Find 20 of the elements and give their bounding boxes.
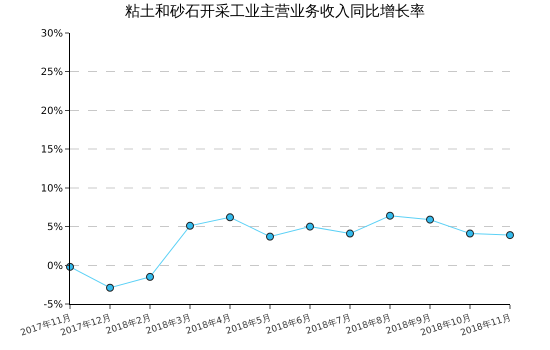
point [506, 231, 514, 240]
point [306, 222, 314, 231]
y-tick-label: 0% [47, 260, 63, 272]
y-tick-label: 25% [40, 67, 63, 78]
point [386, 212, 394, 220]
y-tick-label: 5% [47, 222, 63, 234]
point [266, 232, 274, 241]
point [466, 230, 474, 238]
point [426, 216, 434, 224]
point [186, 222, 194, 230]
y-tick-label: 10% [40, 183, 63, 194]
y-tick-label: 20% [40, 106, 63, 117]
y-tick-label: 30% [40, 28, 63, 40]
y-tick-label: -5% [44, 300, 63, 310]
point [226, 213, 234, 222]
point [106, 284, 114, 292]
point [146, 272, 154, 281]
y-tick-label: 15% [40, 144, 63, 156]
chart-title: 粘土和砂石开采工业主营业务收入同比增长率 [125, 2, 425, 20]
point [346, 230, 354, 238]
